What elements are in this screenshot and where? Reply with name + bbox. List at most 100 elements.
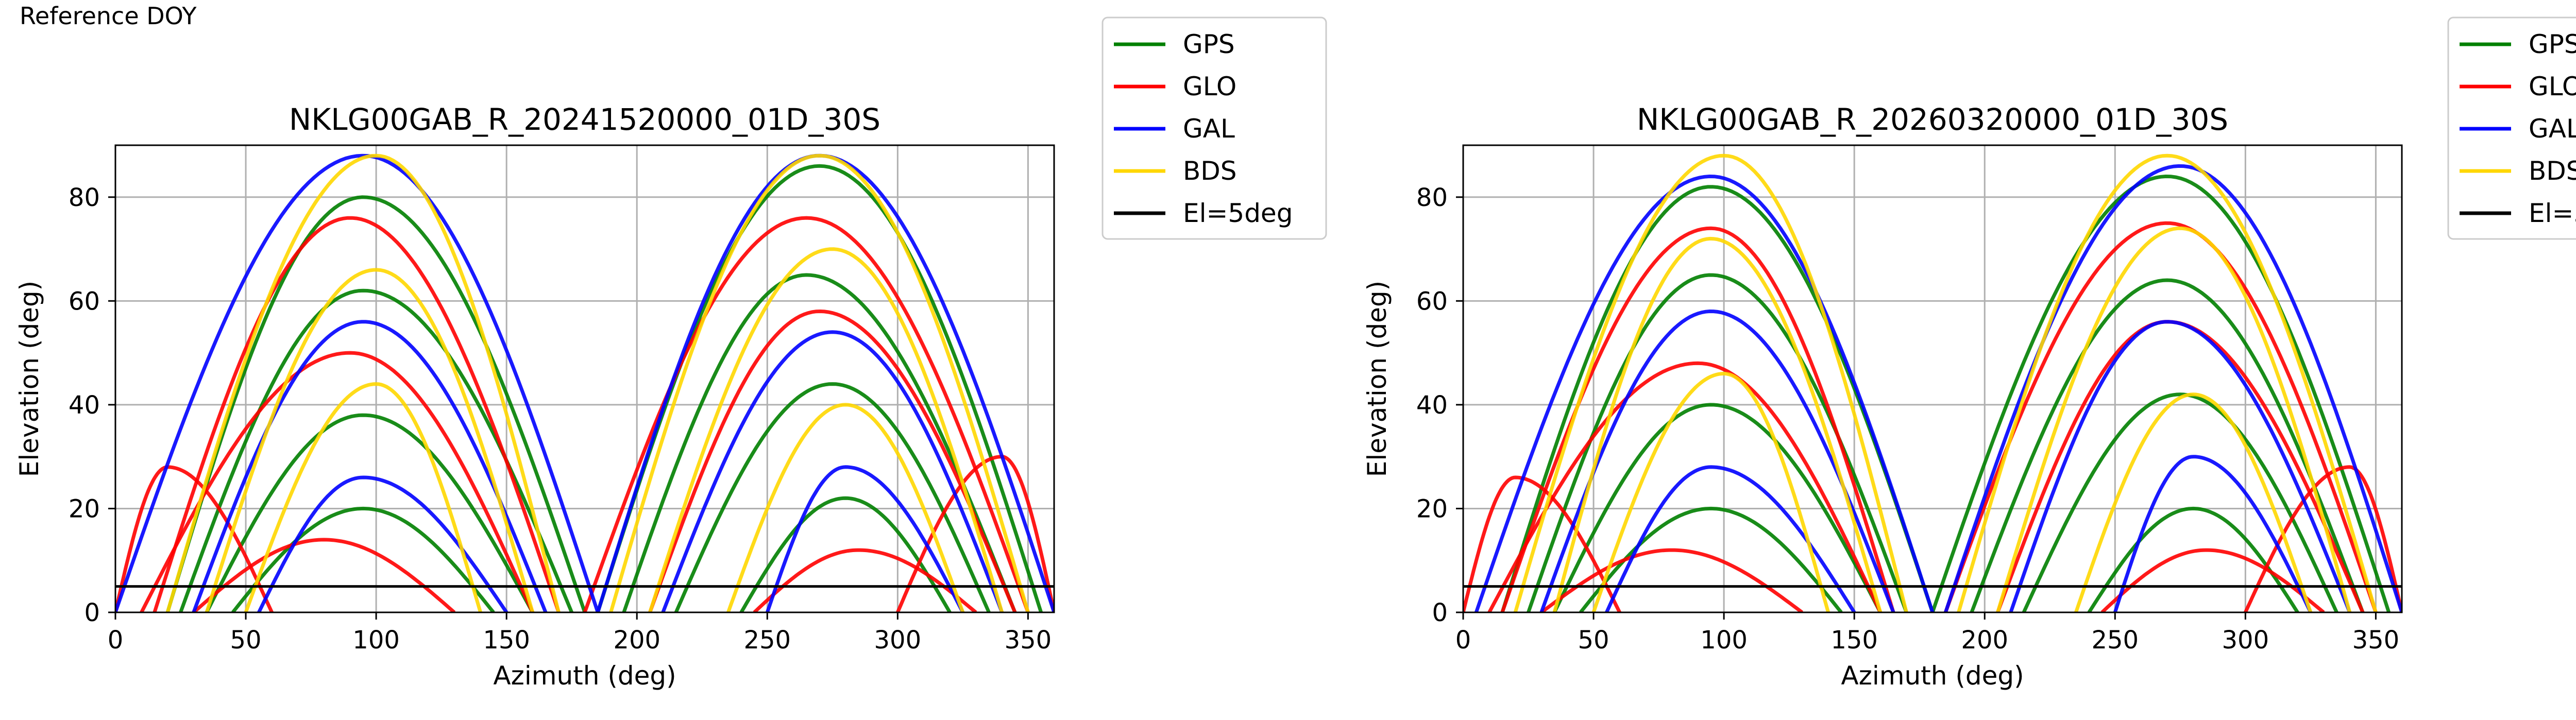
satellite-arc (205, 268, 535, 612)
satellite-arc (1943, 164, 2402, 612)
chart-panel-2: 0 50 100 150 200 250 300 350 0 20 40 60 80 NKLG00GAB_… (1362, 16, 2576, 691)
legend-label: GAL (1183, 114, 1235, 144)
legend-label: GPS (1183, 29, 1235, 59)
satellite-arc (192, 320, 548, 612)
y-tick-label: 60 (1416, 287, 1448, 316)
chart-title: NKLG00GAB_R_20241520000_01D_30S (289, 102, 880, 137)
satellite-arc (152, 216, 561, 612)
satellite-arc (896, 455, 1054, 612)
x-axis-label: Azimuth (deg) (493, 661, 676, 691)
satellite-arc (1552, 236, 1883, 612)
x-tick-label: 50 (230, 626, 262, 655)
legend-label: El=5deg (1183, 198, 1293, 228)
legend-label: GLO (1183, 72, 1236, 101)
satellite-arc (1591, 371, 1830, 612)
satellite-arc (231, 506, 495, 612)
satellite-arc (205, 413, 534, 612)
x-tick-label: 250 (743, 626, 791, 655)
x-tick-label: 350 (2352, 626, 2400, 655)
satellite-arc (2087, 506, 2299, 612)
satellite-arc (609, 153, 1030, 612)
legend-label: BDS (1183, 156, 1237, 186)
satellite-arc (1930, 174, 2391, 612)
x-tick-label: 200 (1961, 626, 2008, 655)
y-tick-label: 60 (69, 287, 100, 316)
satellite-arc (765, 465, 964, 612)
legend-label: GAL (2529, 114, 2576, 144)
satellite-arc (583, 216, 1030, 612)
series-glo (1463, 221, 2402, 612)
satellite-arc (257, 475, 509, 612)
satellite-arc (244, 382, 482, 612)
series-gal (1474, 164, 2402, 612)
satellite-arc (1487, 361, 1882, 612)
y-tick-label: 40 (1416, 391, 1448, 420)
satellite-arc (648, 309, 1017, 612)
satellite-arc (1996, 226, 2352, 612)
x-tick-label: 50 (1578, 626, 1609, 655)
satellite-arc (739, 496, 952, 612)
satellite-arc (2244, 465, 2402, 612)
x-tick-label: 350 (1005, 626, 1052, 655)
legend-frame (2447, 16, 2576, 240)
satellite-arc (661, 330, 1004, 612)
satellite-arc (753, 548, 977, 612)
y-tick-label: 40 (69, 391, 100, 420)
satellite-arc (1474, 174, 1935, 612)
satellite-arc (1552, 403, 1882, 612)
y-axis-label: Elevation (deg) (1362, 281, 1392, 477)
satellite-arc (1539, 309, 1895, 612)
series-glo (115, 216, 1054, 612)
x-tick-label: 200 (613, 626, 660, 655)
axes-frame (1462, 144, 2403, 613)
x-tick-label: 150 (483, 626, 530, 655)
legend-label: BDS (2529, 156, 2576, 186)
satellite-arc (1605, 465, 1856, 612)
series-gal (115, 153, 1054, 612)
satellite-arc (1957, 153, 2378, 612)
chart-panel-1: 0 50 100 150 200 250 300 350 0 20 40 60 80 NKLG00GAB_… (14, 16, 1327, 691)
legend-label: El=5deg (2529, 198, 2576, 228)
satellite-arc (674, 382, 991, 612)
x-tick-label: 300 (2222, 626, 2269, 655)
y-tick-label: 80 (1416, 183, 1448, 212)
x-tick-label: 300 (874, 626, 922, 655)
y-tick-label: 0 (1432, 598, 1448, 627)
satellite-arc (726, 403, 965, 612)
series-bds (165, 153, 1030, 612)
legend-label: GLO (2529, 72, 2576, 101)
satellite-arc (2100, 548, 2325, 612)
x-tick-label: 250 (2091, 626, 2139, 655)
series-bds (1513, 153, 2378, 612)
legend: GPS GLO GAL BDS El=5deg (2447, 16, 2576, 240)
y-axis-label: Elevation (deg) (14, 281, 44, 477)
x-tick-label: 100 (352, 626, 400, 655)
x-axis-label: Azimuth (deg) (1841, 661, 2024, 691)
satellite-arc (165, 195, 587, 612)
axes-frame (114, 144, 1055, 613)
plot-area (1463, 153, 2402, 612)
chart-title: NKLG00GAB_R_20260320000_01D_30S (1637, 102, 2228, 137)
y-tick-label: 20 (1416, 494, 1448, 523)
reference-doy-label: Reference DOY (20, 2, 197, 30)
x-tick-label: 100 (1700, 626, 1748, 655)
legend-label: GPS (2529, 29, 2576, 59)
satellite-arc (1540, 548, 1803, 612)
y-tick-label: 20 (69, 494, 100, 523)
satellite-arc (1463, 475, 1621, 612)
x-tick-label: 0 (1455, 626, 1471, 655)
satellite-arc (1970, 278, 2365, 612)
satellite-arc (192, 538, 456, 612)
y-tick-label: 0 (84, 598, 100, 627)
x-tick-label: 150 (1831, 626, 1878, 655)
legend-frame (1101, 16, 1327, 240)
satellite-arc (1513, 153, 1908, 612)
satellite-arc (2074, 392, 2313, 612)
satellite-arc (2022, 392, 2338, 612)
satellite-arc (2113, 455, 2313, 612)
satellite-arc (648, 247, 1004, 612)
satellite-arc (622, 273, 1017, 612)
legend: GPS GLO GAL BDS El=5deg (1101, 16, 1327, 240)
satellite-arc (1500, 226, 1895, 612)
